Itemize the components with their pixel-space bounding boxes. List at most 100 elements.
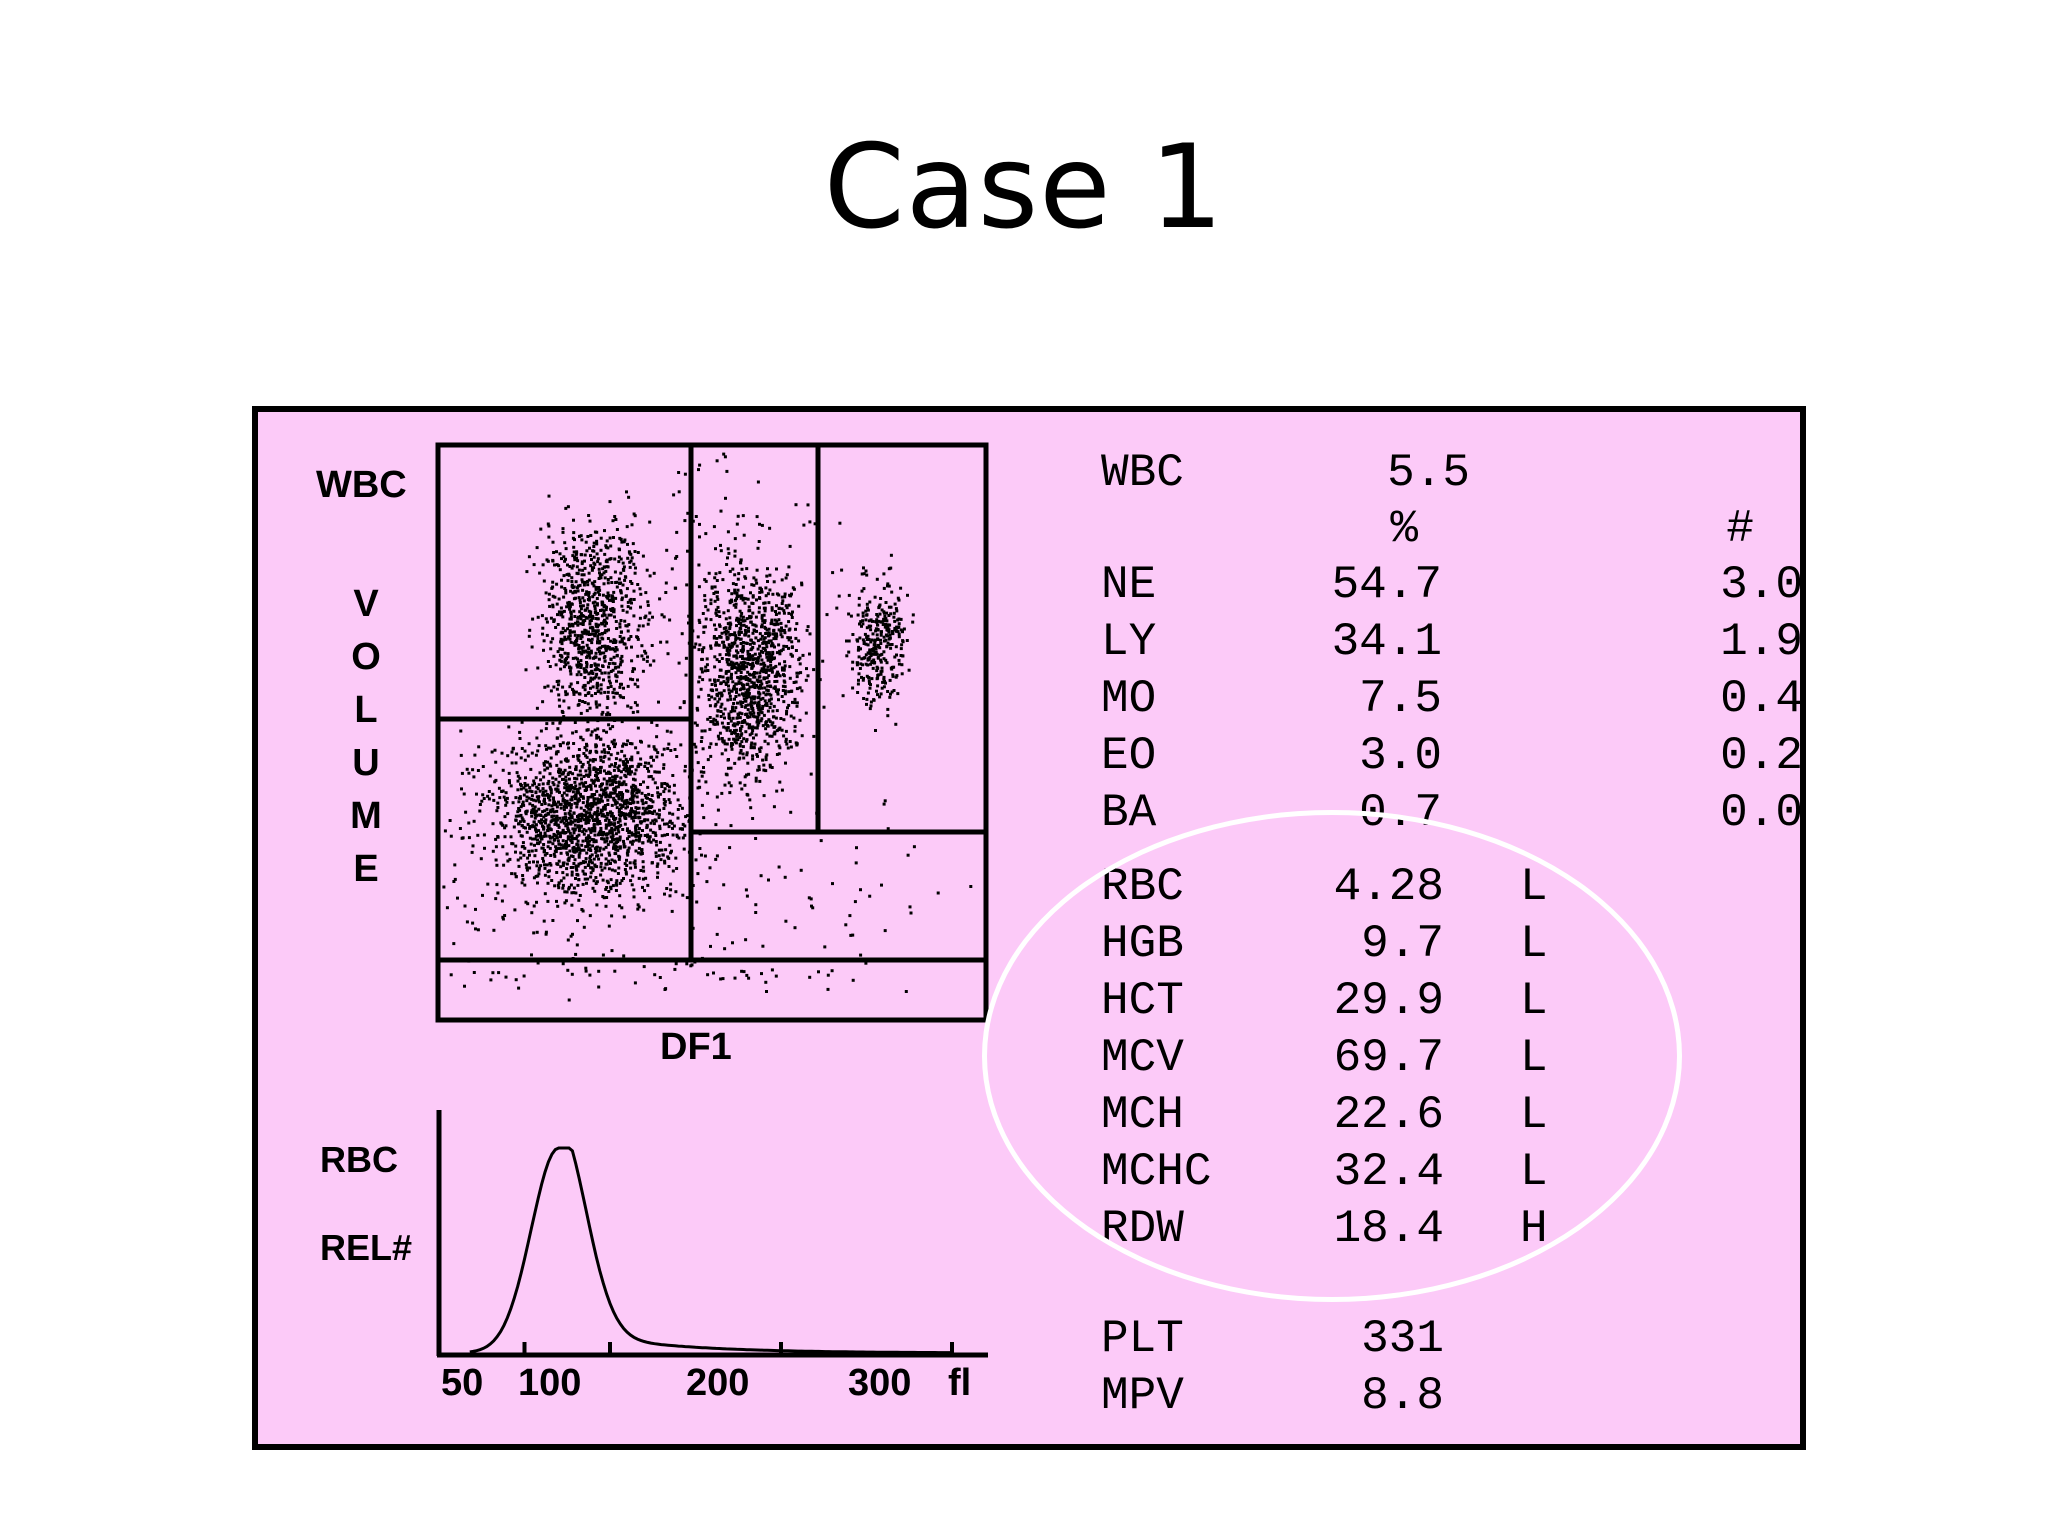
scatter-dot (969, 885, 973, 888)
scatter-dot (743, 657, 747, 661)
scatter-dot (770, 668, 774, 672)
scatter-dot (596, 560, 600, 564)
scatter-dot (841, 694, 845, 698)
scatter-dot (739, 623, 743, 627)
scatter-dot (632, 895, 636, 899)
scatter-dot (880, 652, 884, 656)
scatter-dot (578, 583, 582, 587)
scatter-dot (585, 748, 589, 752)
scatter-dot (608, 647, 612, 651)
scatter-dot (582, 782, 586, 786)
scatter-dot (548, 772, 552, 776)
scatter-dot (662, 801, 666, 805)
scatter-dot (596, 727, 600, 731)
scatter-dot (765, 704, 769, 707)
scatter-dot (837, 594, 841, 598)
scatter-dot (849, 933, 853, 937)
scatter-dot (524, 788, 528, 792)
scatter-dot (720, 657, 724, 660)
scatter-dot (875, 613, 879, 616)
scatter-dot (617, 780, 621, 784)
scatter-dot (574, 621, 577, 625)
scatter-dot (708, 727, 712, 731)
scatter-dot (494, 837, 498, 841)
scatter-dot (677, 836, 681, 840)
scatter-dot (764, 632, 768, 635)
scatter-dot (582, 649, 586, 653)
scatter-dot (566, 563, 569, 567)
scatter-dot (602, 831, 606, 835)
scatter-dot (782, 609, 786, 613)
scatter-dot (552, 654, 556, 658)
scatter-dot (510, 761, 514, 765)
scatter-dot (537, 807, 541, 811)
scatter-dot (739, 614, 743, 618)
scatter-dot (766, 592, 770, 596)
scatter-dot (624, 812, 628, 816)
scatter-dot (857, 647, 861, 651)
scatter-dot (683, 472, 687, 476)
scatter-dot (775, 679, 779, 683)
scatter-dot (750, 726, 754, 730)
scatter-dot (658, 597, 662, 601)
scatter-dot (534, 823, 538, 827)
scatter-dot (573, 555, 576, 559)
scatter-dot (857, 596, 861, 600)
scatter-dot (595, 686, 599, 690)
scatter-dot (547, 840, 551, 844)
scatter-dot (607, 665, 610, 669)
scatter-dot (555, 736, 559, 740)
scatter-dot (857, 672, 861, 676)
scatter-dot (609, 835, 613, 839)
scatter-dot (637, 762, 641, 766)
scatter-dot (762, 613, 766, 617)
scatter-dot (902, 627, 906, 631)
scatter-dot (618, 807, 621, 811)
scatter-dot (646, 767, 649, 770)
scatter-dot (481, 793, 485, 797)
scatter-dot (567, 998, 571, 1002)
scatter-dot (870, 677, 874, 681)
scatter-dot (614, 518, 618, 521)
scatter-dot (756, 679, 760, 683)
scatter-dot (603, 690, 607, 694)
scatter-dot (862, 566, 865, 570)
scatter-dot (589, 733, 593, 737)
scatter-dot (660, 753, 664, 757)
scatter-dot (605, 706, 609, 710)
scatter-dot (648, 520, 652, 524)
scatter-dot (735, 591, 739, 595)
scatter-dot (752, 675, 756, 679)
hist-tick-label-50: 50 (441, 1362, 484, 1404)
scatter-dot (588, 803, 592, 807)
scatter-dot (544, 930, 548, 934)
scatter-dot (603, 624, 607, 628)
scatter-dot (544, 793, 548, 797)
scatter-dot (528, 853, 531, 857)
scatter-dot (631, 670, 635, 673)
scatter-dot (582, 752, 586, 755)
scatter-dot (669, 851, 673, 855)
scatter-dot (606, 581, 610, 585)
scatter-dot (599, 830, 602, 834)
scatter-dot (580, 560, 584, 564)
scatter-dot (734, 602, 738, 606)
scatter-dot (754, 578, 758, 582)
scatter-dot (526, 902, 530, 906)
scatter-dot (772, 686, 776, 690)
scatter-dot (614, 596, 618, 600)
scatter-dot (605, 558, 609, 562)
scatter-dot (840, 568, 844, 572)
scatter-dot (775, 604, 778, 608)
scatter-dot (857, 603, 861, 607)
scatter-dot (614, 646, 618, 649)
scatter-dot (778, 674, 782, 678)
scatter-dot (620, 906, 624, 910)
scatter-dot (583, 559, 586, 563)
scatter-dot (510, 750, 514, 754)
scatter-dot (752, 671, 756, 674)
scatter-dot (608, 681, 612, 685)
scatter-dot (670, 821, 674, 825)
scatter-dot (606, 832, 610, 836)
scatter-dot (534, 874, 538, 878)
